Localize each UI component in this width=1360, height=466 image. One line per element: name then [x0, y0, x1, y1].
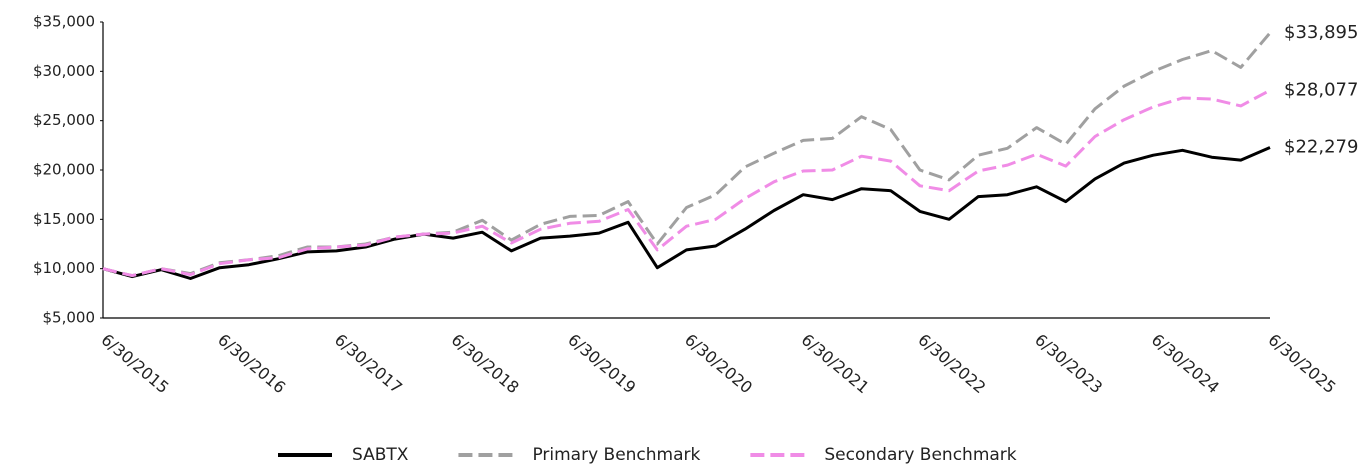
x-tick-label: 6/30/2024 [1148, 330, 1223, 397]
value-label: $33,895 [1284, 22, 1358, 43]
series-line [102, 88, 1271, 278]
y-tick-label: $20,000 [33, 161, 95, 179]
y-tick-label: $25,000 [33, 111, 95, 129]
legend-label: Primary Benchmark [532, 445, 700, 465]
series-line [102, 146, 1271, 280]
x-tick-label: 6/30/2019 [564, 330, 639, 397]
legend-label: SABTX [352, 445, 409, 465]
x-tick-label: 6/30/2023 [1031, 330, 1106, 397]
legend-label: Secondary Benchmark [824, 445, 1016, 465]
y-tick-label: $15,000 [33, 210, 95, 228]
x-tick-label: 6/30/2020 [681, 330, 756, 397]
value-label: $22,279 [1284, 137, 1358, 158]
x-tick-label: 6/30/2015 [98, 330, 173, 397]
y-tick-label: $30,000 [33, 62, 95, 80]
value-label: $28,077 [1284, 79, 1358, 100]
y-tick-label: $10,000 [33, 259, 95, 277]
x-tick-label: 6/30/2016 [214, 330, 289, 397]
x-tick-label: 6/30/2018 [448, 330, 523, 397]
series-line [102, 31, 1272, 278]
y-tick-label: $35,000 [33, 13, 95, 31]
y-tick-label: $5,000 [43, 309, 96, 327]
x-tick-label: 6/30/2025 [1265, 330, 1340, 397]
x-tick-label: 6/30/2021 [798, 330, 873, 397]
x-tick-label: 6/30/2022 [914, 330, 989, 397]
x-tick-label: 6/30/2017 [331, 330, 406, 397]
